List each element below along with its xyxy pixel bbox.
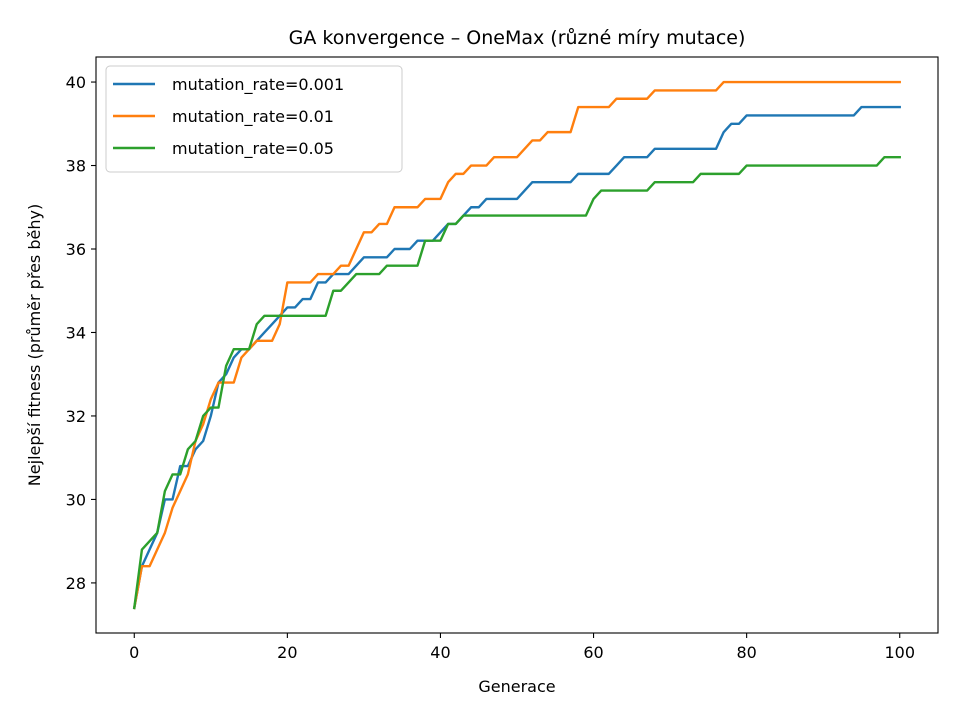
- legend-label-2: mutation_rate=0.01: [172, 107, 334, 127]
- x-tick-label: 100: [884, 643, 915, 662]
- x-tick-label: 80: [736, 643, 756, 662]
- legend-label-1: mutation_rate=0.001: [172, 75, 344, 95]
- plot-frame: [95, 56, 939, 634]
- legend-label-3: mutation_rate=0.05: [172, 139, 334, 159]
- y-tick-label: 36: [66, 240, 86, 259]
- y-axis: 28 30 32 34 36 38 40: [66, 73, 96, 593]
- y-tick-label: 38: [66, 157, 86, 176]
- legend: mutation_rate=0.001 mutation_rate=0.01mut…: [105, 65, 403, 173]
- y-tick-label: 32: [66, 407, 86, 426]
- chart-title: GA konvergence – OneMax (různé míry muta…: [289, 27, 746, 49]
- x-axis-label: Generace: [478, 677, 555, 696]
- x-tick-label: 40: [430, 643, 450, 662]
- series-line-1: [132, 105, 901, 610]
- legend-box: [105, 65, 403, 173]
- y-tick-label: 34: [66, 323, 86, 342]
- series-line-2: [132, 80, 901, 610]
- y-axis-label: Nejlepší fitness (průměr přes běhy): [25, 204, 44, 486]
- series-line-3: [132, 155, 901, 610]
- x-tick-label: 0: [129, 643, 139, 662]
- y-tick-label: 28: [66, 574, 86, 593]
- x-tick-label: 20: [277, 643, 297, 662]
- y-tick-label: 40: [66, 73, 86, 92]
- x-tick-label: 60: [583, 643, 603, 662]
- series-layer: [132, 80, 901, 610]
- x-axis: 0 20 40 60 80 100: [129, 633, 915, 662]
- y-tick-label: 30: [66, 490, 86, 509]
